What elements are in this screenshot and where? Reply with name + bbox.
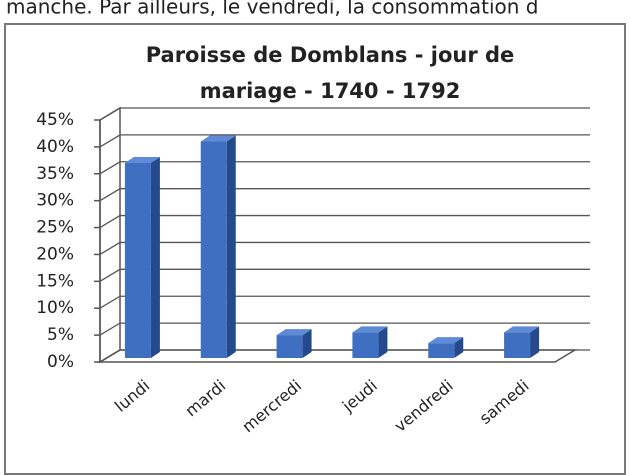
grid-line bbox=[99, 188, 590, 202]
bar bbox=[504, 326, 540, 358]
bar-face bbox=[124, 163, 151, 358]
bar-face bbox=[200, 141, 227, 358]
grid-line bbox=[99, 214, 590, 229]
y-tick-label: 30% bbox=[36, 191, 74, 211]
y-tick-label: 5% bbox=[47, 325, 74, 345]
bar-face bbox=[352, 326, 388, 333]
bar bbox=[352, 326, 388, 358]
bar-face bbox=[428, 343, 455, 358]
y-tick-label: 45% bbox=[36, 110, 74, 130]
y-tick-label: 10% bbox=[36, 298, 74, 318]
bar-face bbox=[200, 135, 236, 142]
bar bbox=[276, 329, 312, 358]
bar-face bbox=[276, 329, 312, 336]
y-tick-label: 20% bbox=[36, 244, 74, 264]
y-tick-label: 0% bbox=[47, 352, 74, 372]
y-tick-label: 15% bbox=[36, 271, 74, 291]
chart-title: mariage - 1740 - 1792 bbox=[200, 79, 461, 103]
bar-face bbox=[504, 332, 531, 358]
bar bbox=[124, 157, 160, 358]
grid-line bbox=[99, 107, 590, 121]
bar-face bbox=[378, 326, 388, 358]
bar-face bbox=[276, 335, 303, 358]
grid-line bbox=[99, 134, 590, 148]
bar-face bbox=[352, 332, 379, 358]
grid-line bbox=[99, 268, 590, 282]
y-tick-label: 40% bbox=[36, 137, 74, 157]
bar bbox=[428, 337, 464, 358]
bar-face bbox=[150, 157, 160, 358]
bar-face bbox=[530, 326, 540, 358]
bar-face bbox=[302, 329, 312, 358]
y-tick-label: 25% bbox=[36, 218, 74, 238]
grid-line bbox=[99, 161, 590, 175]
bar bbox=[200, 135, 236, 358]
grid-line bbox=[99, 241, 590, 256]
bar-face bbox=[454, 337, 464, 358]
bar-face bbox=[504, 326, 540, 333]
bar-face bbox=[124, 157, 160, 164]
header-text: manche. Par ailleurs, le vendredi, la co… bbox=[6, 0, 538, 19]
grid-line bbox=[99, 322, 590, 336]
bar-face bbox=[428, 337, 464, 344]
chart-title: Paroisse de Domblans - jour de bbox=[146, 43, 515, 67]
bar-face bbox=[226, 135, 236, 358]
y-tick-label: 35% bbox=[36, 164, 74, 184]
grid-line bbox=[99, 295, 590, 309]
